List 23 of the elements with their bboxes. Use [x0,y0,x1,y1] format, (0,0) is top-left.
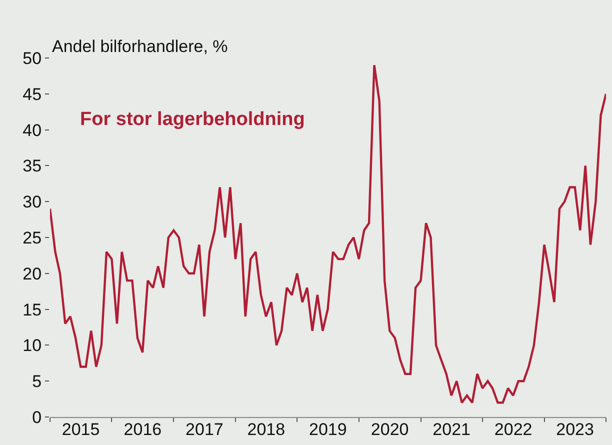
y-tick-label: 5 [32,372,42,392]
y-tick-label: 0 [32,408,42,427]
x-tick-label: 2021 [432,420,470,439]
x-tick-label: 2022 [494,420,532,439]
y-tick-label: 15 [22,300,42,320]
y-tick-label: 50 [22,48,42,68]
line-series [50,64,606,404]
y-tick-label: 10 [22,336,42,356]
x-tick-label: 2017 [186,420,224,439]
y-tick-label: 20 [22,264,42,284]
y-axis-title: Andel bilforhandlere, % [52,37,228,56]
x-tick-label: 2023 [556,420,594,439]
x-tick-label: 2018 [247,420,286,439]
x-tick-label: 2020 [370,420,409,439]
y-tick-label: 45 [22,84,42,104]
y-tick-label: 25 [22,228,42,248]
x-tick-label: 2015 [62,420,100,439]
x-tick-label: 2019 [309,420,347,439]
y-tick-label: 40 [22,120,42,140]
text: For stor lagerbeholdning [80,109,305,130]
y-tick-label: 35 [22,156,42,176]
y-tick-label: 30 [22,192,42,212]
x-tick-label: 2016 [124,420,162,439]
